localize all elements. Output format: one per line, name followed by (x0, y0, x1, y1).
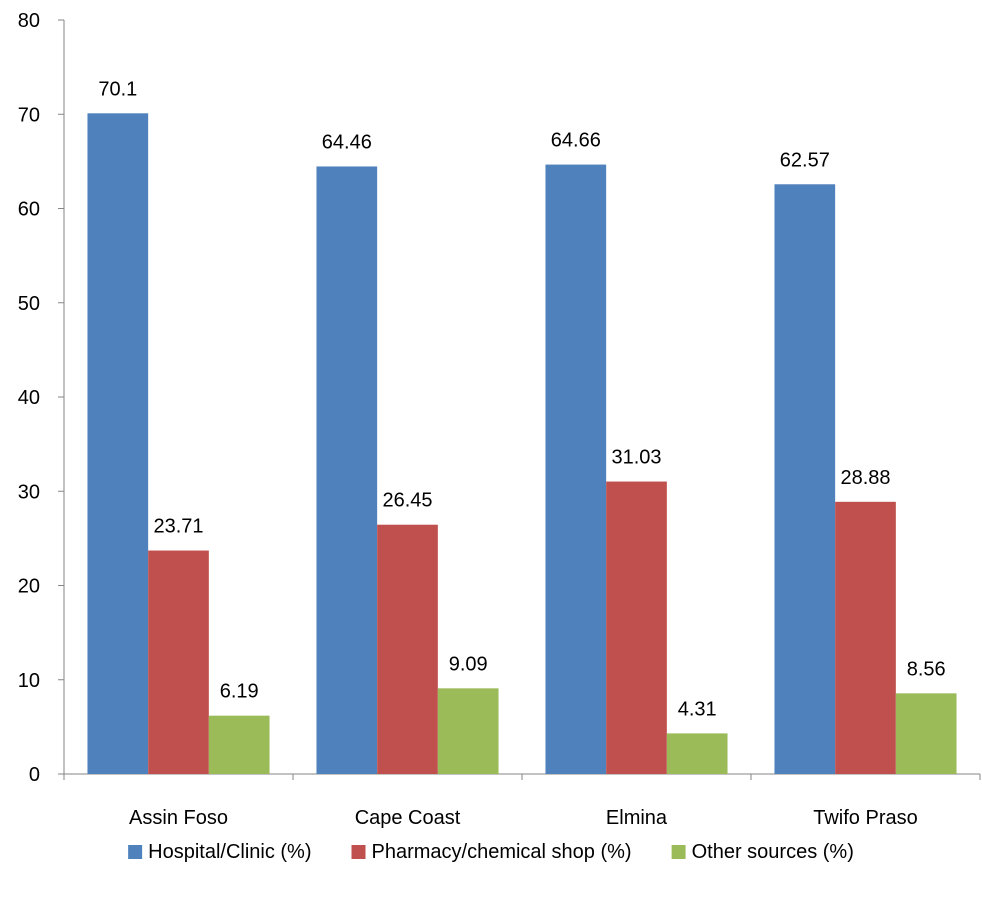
legend-label: Hospital/Clinic (%) (148, 841, 311, 863)
data-label: 28.88 (840, 467, 890, 489)
legend: Hospital/Clinic (%) Pharmacy/chemical sho… (128, 841, 854, 863)
bar (148, 550, 209, 774)
bar (606, 481, 667, 774)
y-tick-label: 30 (18, 481, 40, 503)
legend-label: Pharmacy/chemical shop (%) (372, 841, 632, 863)
bar (87, 113, 149, 775)
data-label: 4.31 (678, 698, 717, 720)
y-axis: 0 10 20 30 40 50 60 70 80 (18, 10, 65, 786)
bar (437, 688, 499, 774)
bar (377, 524, 438, 774)
data-label: 64.46 (322, 131, 372, 153)
x-axis: Assin Foso Cape Coast Elmina Twifo Praso (63, 773, 981, 829)
y-tick-label: 50 (18, 293, 40, 315)
legend-swatch (671, 845, 686, 859)
bar (316, 166, 378, 775)
y-tick-label: 0 (29, 764, 40, 786)
y-tick-label: 10 (18, 670, 40, 692)
bar (835, 501, 896, 774)
x-tick-label: Assin Foso (129, 807, 228, 829)
data-label: 6.19 (220, 681, 259, 703)
data-labels: 70.1 64.46 64.66 62.57 23.71 26.45 31.03 28.88 6… (98, 78, 945, 720)
data-label: 70.1 (98, 78, 137, 100)
legend-label: Other sources (%) (692, 841, 854, 863)
bar (774, 184, 836, 774)
legend-swatch (351, 845, 366, 859)
data-label: 8.56 (907, 658, 946, 680)
y-tick-label: 70 (18, 104, 40, 126)
bar (895, 693, 957, 774)
x-tick-label: Twifo Praso (813, 807, 917, 829)
y-tick-label: 60 (18, 199, 40, 221)
y-tick-label: 80 (18, 10, 40, 32)
bar (666, 733, 728, 774)
data-label: 9.09 (449, 653, 488, 675)
data-label: 26.45 (382, 490, 432, 512)
bars (87, 113, 957, 775)
x-tick-label: Cape Coast (355, 807, 461, 829)
data-label: 64.66 (551, 130, 601, 152)
legend-swatch (128, 845, 143, 859)
data-label: 31.03 (611, 447, 661, 469)
y-tick-label: 40 (18, 387, 40, 409)
bar (545, 164, 607, 775)
legend-item: Pharmacy/chemical shop (%) (351, 841, 632, 863)
y-tick-label: 20 (18, 576, 40, 598)
legend-item: Other sources (%) (671, 841, 854, 863)
bar (208, 715, 270, 774)
x-tick-label: Elmina (606, 807, 668, 829)
legend-item: Hospital/Clinic (%) (128, 841, 312, 863)
data-label: 23.71 (153, 516, 203, 538)
data-label: 62.57 (780, 149, 830, 171)
